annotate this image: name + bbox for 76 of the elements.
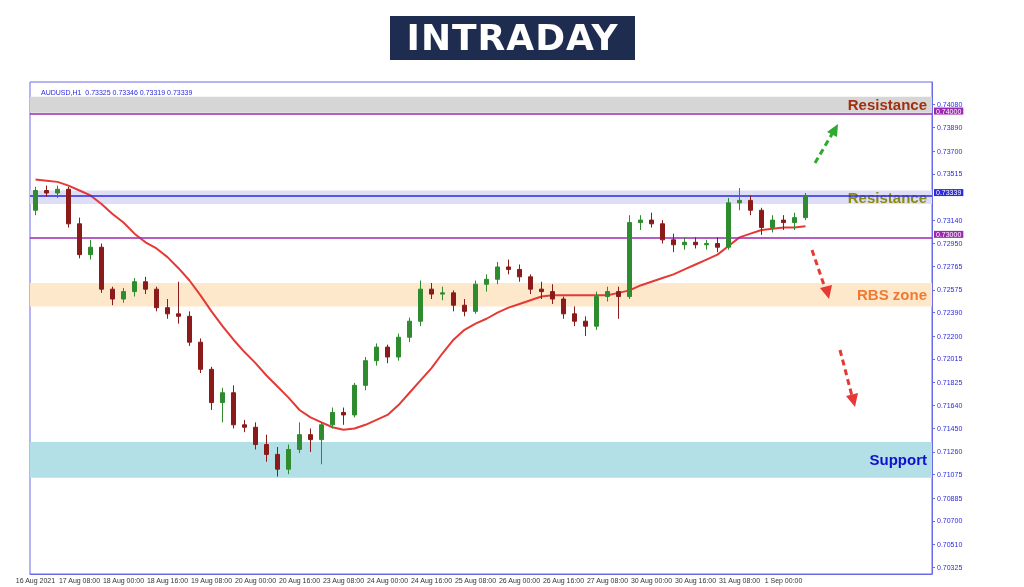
candlestick bbox=[803, 192, 808, 221]
candlestick bbox=[748, 194, 753, 216]
candlestick bbox=[429, 282, 434, 300]
candlestick bbox=[209, 366, 214, 411]
candlestick bbox=[385, 344, 390, 364]
band-label: RBS zone bbox=[856, 286, 927, 304]
candlestick bbox=[704, 239, 709, 251]
candlestick bbox=[792, 212, 797, 231]
candlestick bbox=[528, 273, 533, 295]
candlestick bbox=[55, 185, 60, 199]
candlestick bbox=[715, 236, 720, 253]
candlestick bbox=[616, 286, 621, 320]
candlestick bbox=[220, 387, 225, 423]
candlestick bbox=[506, 259, 511, 275]
candlestick bbox=[396, 333, 401, 362]
candlestick bbox=[517, 264, 522, 283]
candlestick bbox=[583, 315, 588, 337]
candlestick bbox=[495, 261, 500, 285]
candlestick bbox=[33, 186, 38, 216]
candlestick bbox=[66, 186, 71, 228]
candlestick bbox=[330, 407, 335, 429]
candlestick bbox=[737, 187, 742, 211]
candlestick bbox=[374, 342, 379, 367]
candlestick bbox=[165, 298, 170, 320]
candlestick bbox=[407, 317, 412, 343]
candlestick bbox=[110, 286, 115, 306]
candlestick bbox=[297, 421, 302, 454]
candlestick bbox=[539, 281, 544, 300]
candlestick bbox=[99, 243, 104, 294]
candlestick bbox=[319, 421, 324, 465]
candlestick bbox=[561, 296, 566, 320]
chart-title: INTRADAY bbox=[390, 16, 635, 60]
candlestick bbox=[572, 305, 577, 327]
candlestick bbox=[77, 217, 82, 259]
candlestick bbox=[605, 286, 610, 302]
candlestick bbox=[671, 233, 676, 253]
candlestick bbox=[550, 283, 555, 305]
candlestick bbox=[440, 286, 445, 301]
candlestick bbox=[286, 444, 291, 475]
candlestick bbox=[264, 434, 269, 463]
candlestick bbox=[253, 421, 258, 450]
candlestick bbox=[682, 236, 687, 251]
candlestick bbox=[418, 280, 423, 327]
band-label: Support bbox=[869, 451, 927, 469]
candlestick bbox=[484, 273, 489, 293]
candlestick bbox=[594, 291, 599, 331]
candlestick bbox=[275, 446, 280, 478]
candlestick bbox=[473, 280, 478, 315]
candlestick bbox=[88, 239, 93, 261]
candlestick bbox=[726, 197, 731, 251]
candlestick bbox=[121, 287, 126, 304]
candlestick bbox=[231, 384, 236, 429]
line-series bbox=[34, 178, 807, 431]
candlestick bbox=[649, 212, 654, 228]
candlestick bbox=[693, 236, 698, 249]
candlestick bbox=[242, 419, 247, 433]
candlestick bbox=[660, 219, 665, 245]
candlestick bbox=[341, 407, 346, 426]
candlestick bbox=[352, 382, 357, 418]
candlestick bbox=[770, 214, 775, 233]
candlestick bbox=[44, 185, 49, 198]
candlestick bbox=[308, 428, 313, 453]
candlestick bbox=[176, 281, 181, 325]
candlestick bbox=[781, 214, 786, 231]
candlestick bbox=[462, 298, 467, 317]
candlestick bbox=[451, 289, 456, 312]
candlestick bbox=[143, 276, 148, 295]
candlestick bbox=[154, 286, 159, 312]
band-label: Resistance bbox=[847, 96, 927, 114]
candlestick bbox=[627, 214, 632, 300]
candlestick bbox=[759, 207, 764, 236]
candlestick bbox=[132, 277, 137, 298]
candlestick bbox=[363, 356, 368, 391]
candlestick bbox=[198, 337, 203, 374]
candlestick bbox=[187, 310, 192, 347]
candlestick bbox=[638, 214, 643, 231]
